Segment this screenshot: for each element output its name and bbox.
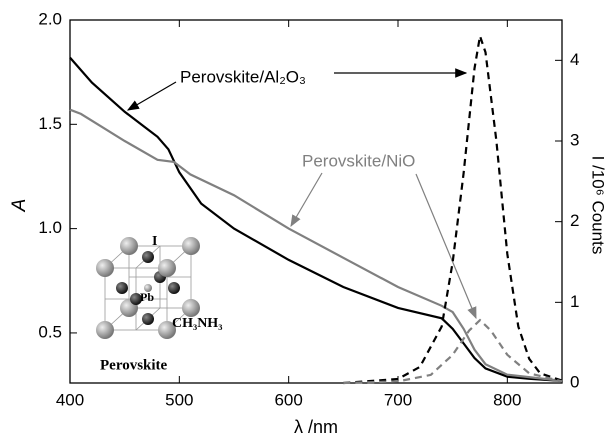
arrow bbox=[128, 82, 176, 110]
x-tick-label: 500 bbox=[165, 390, 193, 409]
x-tick-label: 800 bbox=[493, 390, 521, 409]
annotation: Perovskite/Al₂O₃ bbox=[180, 67, 306, 86]
y2-axis-label: I /10⁶ Counts bbox=[589, 156, 608, 255]
inset-label: Pb bbox=[140, 290, 154, 304]
chart: λ /nm A I /10⁶ Counts Perovskite/Al₂O₃ P… bbox=[0, 0, 609, 441]
data-line bbox=[70, 110, 562, 381]
data-line bbox=[343, 36, 562, 383]
y2-tick-label: 1 bbox=[570, 292, 579, 311]
y-axis-label: A bbox=[9, 199, 30, 213]
inset-label: Perovskite bbox=[100, 357, 168, 373]
inset-label: I bbox=[152, 234, 157, 249]
x-axis-label: λ /nm bbox=[294, 417, 338, 437]
y-tick-label: 1.5 bbox=[38, 114, 62, 133]
annotation: Perovskite/NiO bbox=[302, 151, 415, 170]
x-tick-label: 400 bbox=[56, 390, 84, 409]
y2-tick-label: 4 bbox=[570, 50, 579, 69]
x-tick-label: 600 bbox=[274, 390, 302, 409]
page: λ /nm A I /10⁶ Counts Perovskite/Al₂O₃ P… bbox=[0, 0, 609, 441]
data-line bbox=[70, 58, 562, 381]
inset-label: CH₃NH₃ bbox=[172, 316, 222, 331]
y-tick-label: 2.0 bbox=[38, 9, 62, 28]
y-tick-label: 1.0 bbox=[38, 218, 62, 237]
y2-tick-label: 3 bbox=[570, 130, 579, 149]
x-tick-label: 700 bbox=[384, 390, 412, 409]
y-tick-label: 0.5 bbox=[38, 322, 62, 341]
arrow bbox=[291, 173, 322, 226]
y2-tick-label: 0 bbox=[570, 372, 579, 391]
y2-tick-label: 2 bbox=[570, 211, 579, 230]
